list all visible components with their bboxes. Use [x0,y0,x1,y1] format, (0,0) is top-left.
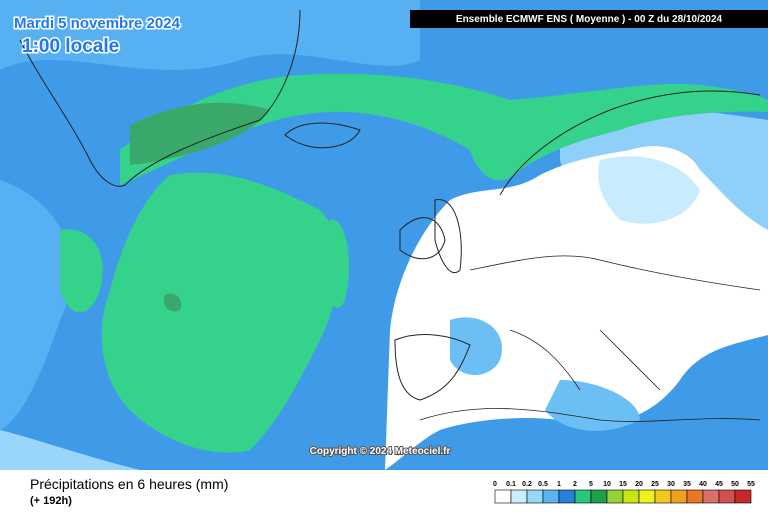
legend-swatch [686,489,704,504]
precip-heavy [163,293,182,312]
legend-label: 0 [493,481,497,488]
time-title: 1:00 locale [22,36,119,57]
coastline [499,90,761,196]
legend-swatch [494,489,512,504]
legend-label: 2 [573,481,577,488]
precip-moderate [101,172,339,453]
precip-light [0,180,72,430]
legend-label: 45 [715,481,723,488]
legend-label: 0.1 [506,481,516,488]
legend-label: 55 [747,481,755,488]
legend: 0 0.1 0.2 0.5 1 2 5 10 15 20 25 30 35 40 45 50 55 [493,481,755,504]
border [419,255,761,422]
legend-label: 10 [603,481,611,488]
precip-light [0,0,420,70]
legend-label: 0.5 [538,481,548,488]
date-title: Mardi 5 novembre 2024 [14,15,181,32]
coastline [284,122,361,149]
legend-swatch [526,489,544,504]
coastline [399,199,462,273]
footer-title: Précipitations en 6 heures (mm) [30,476,228,492]
footer-subtitle: (+ 192h) [30,495,72,507]
legend-swatch [542,489,560,504]
legend-label: 30 [667,481,675,488]
coastline [19,9,301,187]
legend-label: 20 [635,481,643,488]
precip-light [545,380,640,431]
legend-label: 5 [589,481,593,488]
precip-moderate [60,229,103,313]
precip-moderate [327,219,350,308]
precip-heavy [130,102,270,165]
legend-swatch [558,489,576,504]
legend-label: 25 [651,481,659,488]
coastline [394,334,471,401]
legend-swatch [606,489,624,504]
legend-swatch [702,489,720,504]
header-box [410,10,768,28]
legend-label: 0.2 [522,481,532,488]
legend-swatch [718,489,736,504]
legend-swatch [670,489,688,504]
legend-swatch [574,489,592,504]
precip-light [598,156,700,224]
legend-swatch [638,489,656,504]
legend-swatch [734,489,752,504]
legend-swatch [510,489,528,504]
legend-swatch [622,489,640,504]
run-info: Ensemble ECMWF ENS ( Moyenne ) - 00 Z du… [456,14,723,25]
legend-swatch [654,489,672,504]
legend-label: 1 [557,481,561,488]
legend-swatch [590,489,608,504]
legend-label: 15 [619,481,627,488]
legend-label: 50 [731,481,739,488]
legend-label: 35 [683,481,691,488]
precip-moderate [120,73,768,185]
precip-light [0,430,140,470]
copyright: Copyright © 2024 Meteociel.fr [310,446,451,457]
legend-label: 40 [699,481,707,488]
dry-area [385,146,768,470]
